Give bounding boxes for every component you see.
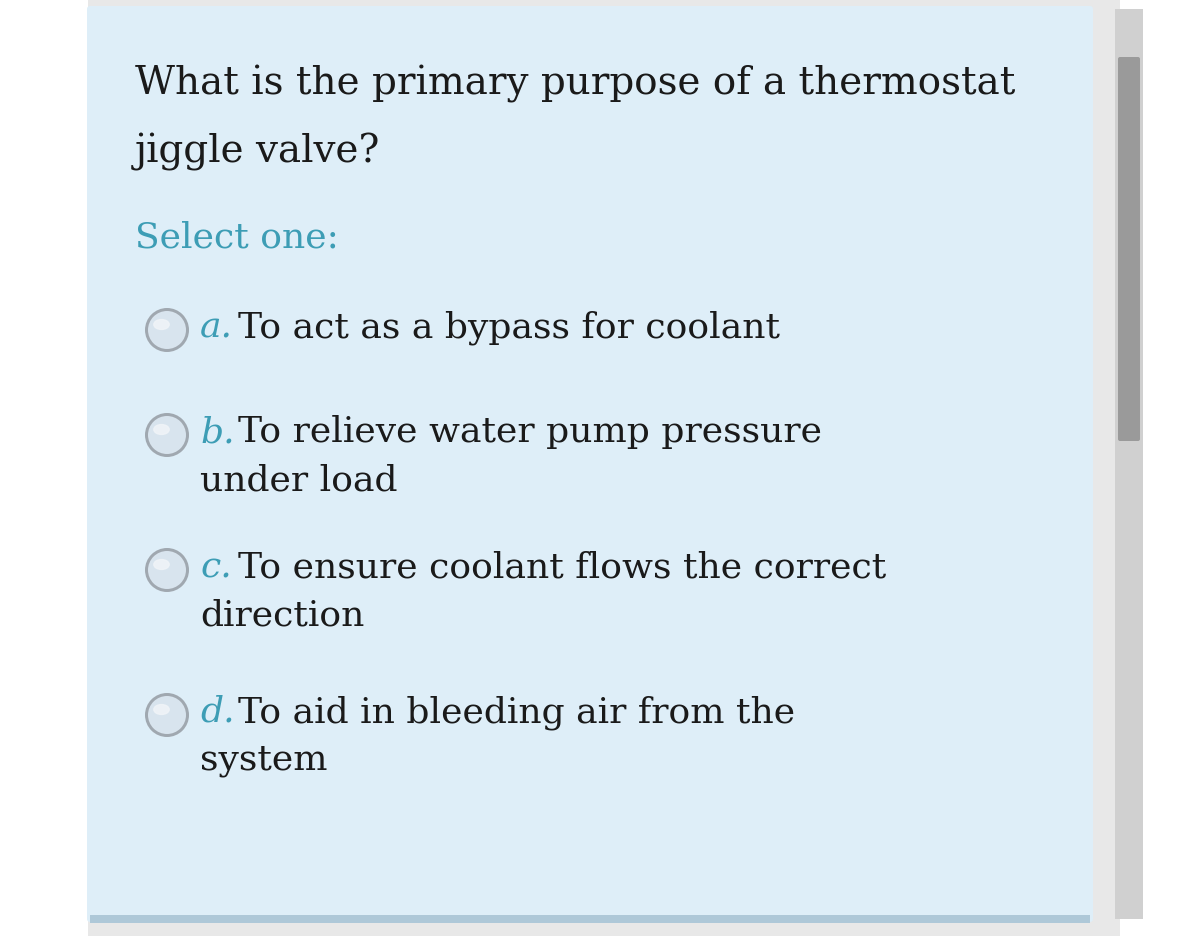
Text: To act as a bypass for coolant: To act as a bypass for coolant (238, 310, 780, 344)
Text: To relieve water pump pressure: To relieve water pump pressure (238, 415, 822, 448)
Circle shape (148, 551, 186, 590)
Text: system: system (200, 742, 328, 776)
Bar (0, 0, 88, 936)
Text: b.: b. (200, 415, 235, 448)
Ellipse shape (154, 705, 169, 715)
Text: What is the primary purpose of a thermostat: What is the primary purpose of a thermos… (134, 65, 1015, 103)
Ellipse shape (154, 560, 169, 570)
Circle shape (145, 414, 190, 458)
Bar (1120, 0, 1200, 936)
Bar (1115, 10, 1142, 919)
Circle shape (148, 417, 186, 455)
Text: To aid in bleeding air from the: To aid in bleeding air from the (238, 695, 796, 729)
FancyBboxPatch shape (88, 7, 1093, 922)
Circle shape (145, 309, 190, 353)
Ellipse shape (154, 320, 169, 330)
Circle shape (145, 548, 190, 592)
FancyBboxPatch shape (1118, 58, 1140, 442)
Circle shape (148, 312, 186, 350)
Text: c.: c. (200, 549, 232, 583)
Bar (90, 915, 1090, 923)
Text: jiggle valve?: jiggle valve? (134, 133, 380, 170)
Circle shape (145, 694, 190, 738)
Circle shape (148, 696, 186, 734)
Text: Select one:: Select one: (134, 220, 338, 254)
Ellipse shape (154, 425, 169, 435)
Text: a.: a. (200, 310, 233, 344)
Text: d.: d. (200, 695, 235, 728)
Text: direction: direction (200, 597, 365, 631)
Text: under load: under load (200, 462, 397, 496)
Text: To ensure coolant flows the correct: To ensure coolant flows the correct (238, 549, 887, 583)
